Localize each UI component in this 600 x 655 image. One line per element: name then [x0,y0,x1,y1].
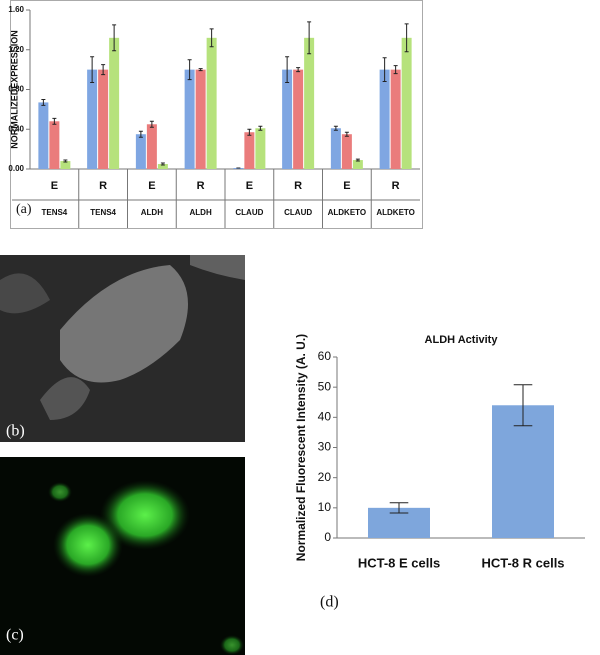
bar [146,124,157,169]
bar [293,69,304,169]
x-tick-label: HCT-8 E cells [358,555,440,570]
error-bar [198,68,203,72]
error-bar [160,162,165,166]
bar [304,37,315,170]
bar [135,134,146,169]
bar [157,164,168,169]
y-tick-label: 0.40 [8,124,24,133]
x-tick-label: R [99,180,107,192]
x-tick-label: E [148,180,155,192]
bar [244,132,255,169]
error-bar [382,57,387,83]
error-bar [389,502,409,514]
y-tick-label: 30 [318,440,332,454]
x-tick-label: R [197,180,205,192]
error-bar [138,130,143,138]
y-tick-label: 40 [318,410,332,424]
error-bar [344,131,349,137]
image-label: (c) [6,627,24,644]
bar [206,37,217,170]
x-tick-label: R [392,180,400,192]
error-bar [355,158,360,162]
bar [60,161,71,169]
x-tick-label: E [343,180,350,192]
bar [352,160,363,169]
bar [38,102,49,169]
x-tick-label: E [51,180,58,192]
y-tick-label: 0 [324,530,331,544]
error-bar [209,28,214,48]
y-tick-label: 50 [318,379,332,393]
chart-title: ALDH Activity [425,334,499,346]
error-bar [187,59,192,81]
x-tick-label: HCT-8 R cells [481,555,564,570]
y-axis-label: NORMALIZEDEXPRESSION [9,30,19,149]
error-bar [52,117,57,125]
bar [379,69,390,169]
image-label: (b) [6,423,25,440]
error-bar [285,56,290,84]
x-tick-sublabel: ALDH [141,208,163,217]
error-bar [307,21,312,55]
y-tick-label: 1.60 [8,5,24,14]
x-tick-sublabel: TENS4 [41,208,67,217]
error-bar [41,98,46,106]
error-bar [112,24,117,52]
bar [255,128,266,169]
bar [87,69,98,169]
x-tick-sublabel: ALDH [190,208,212,217]
y-tick-label: 1.20 [8,45,24,54]
error-bar [90,56,95,84]
x-tick-label: R [294,180,302,192]
error-bar [63,159,68,163]
y-tick-label: 0.80 [8,85,24,94]
image-b [0,255,245,442]
x-tick-sublabel: ALDKETO [328,208,367,217]
bar [341,134,352,169]
y-tick-label: 0.00 [8,164,24,173]
x-tick-sublabel: TENS4 [90,208,116,217]
image-c [0,457,245,655]
bar [109,37,120,170]
bar [282,69,293,169]
bar [330,128,341,169]
y-tick-label: 20 [318,470,332,484]
error-bar [296,67,301,73]
error-bar [101,64,106,76]
x-tick-sublabel: CLAUD [235,208,263,217]
x-tick-sublabel: CLAUD [284,208,312,217]
y-tick-label: 10 [318,500,332,514]
panel-label: (a) [16,202,32,217]
bar [390,69,401,169]
bar [401,37,412,170]
error-bar [149,120,154,128]
bar [195,69,206,169]
error-bar [393,65,398,75]
bar [184,69,195,169]
panel-a-frame [10,0,423,229]
x-tick-sublabel: ALDKETO [376,208,415,217]
y-axis-label: Normalized Fluorescent Intensity (A. U.) [294,334,308,561]
panel-label: (d) [320,594,339,611]
y-tick-label: 60 [318,349,332,363]
bar [49,121,60,169]
error-bar [247,128,252,136]
error-bar [333,125,338,131]
x-tick-label: E [246,180,253,192]
error-bar [404,23,409,53]
bar [98,69,109,169]
bar [492,405,554,538]
error-bar [258,125,263,131]
error-bar [513,384,533,427]
